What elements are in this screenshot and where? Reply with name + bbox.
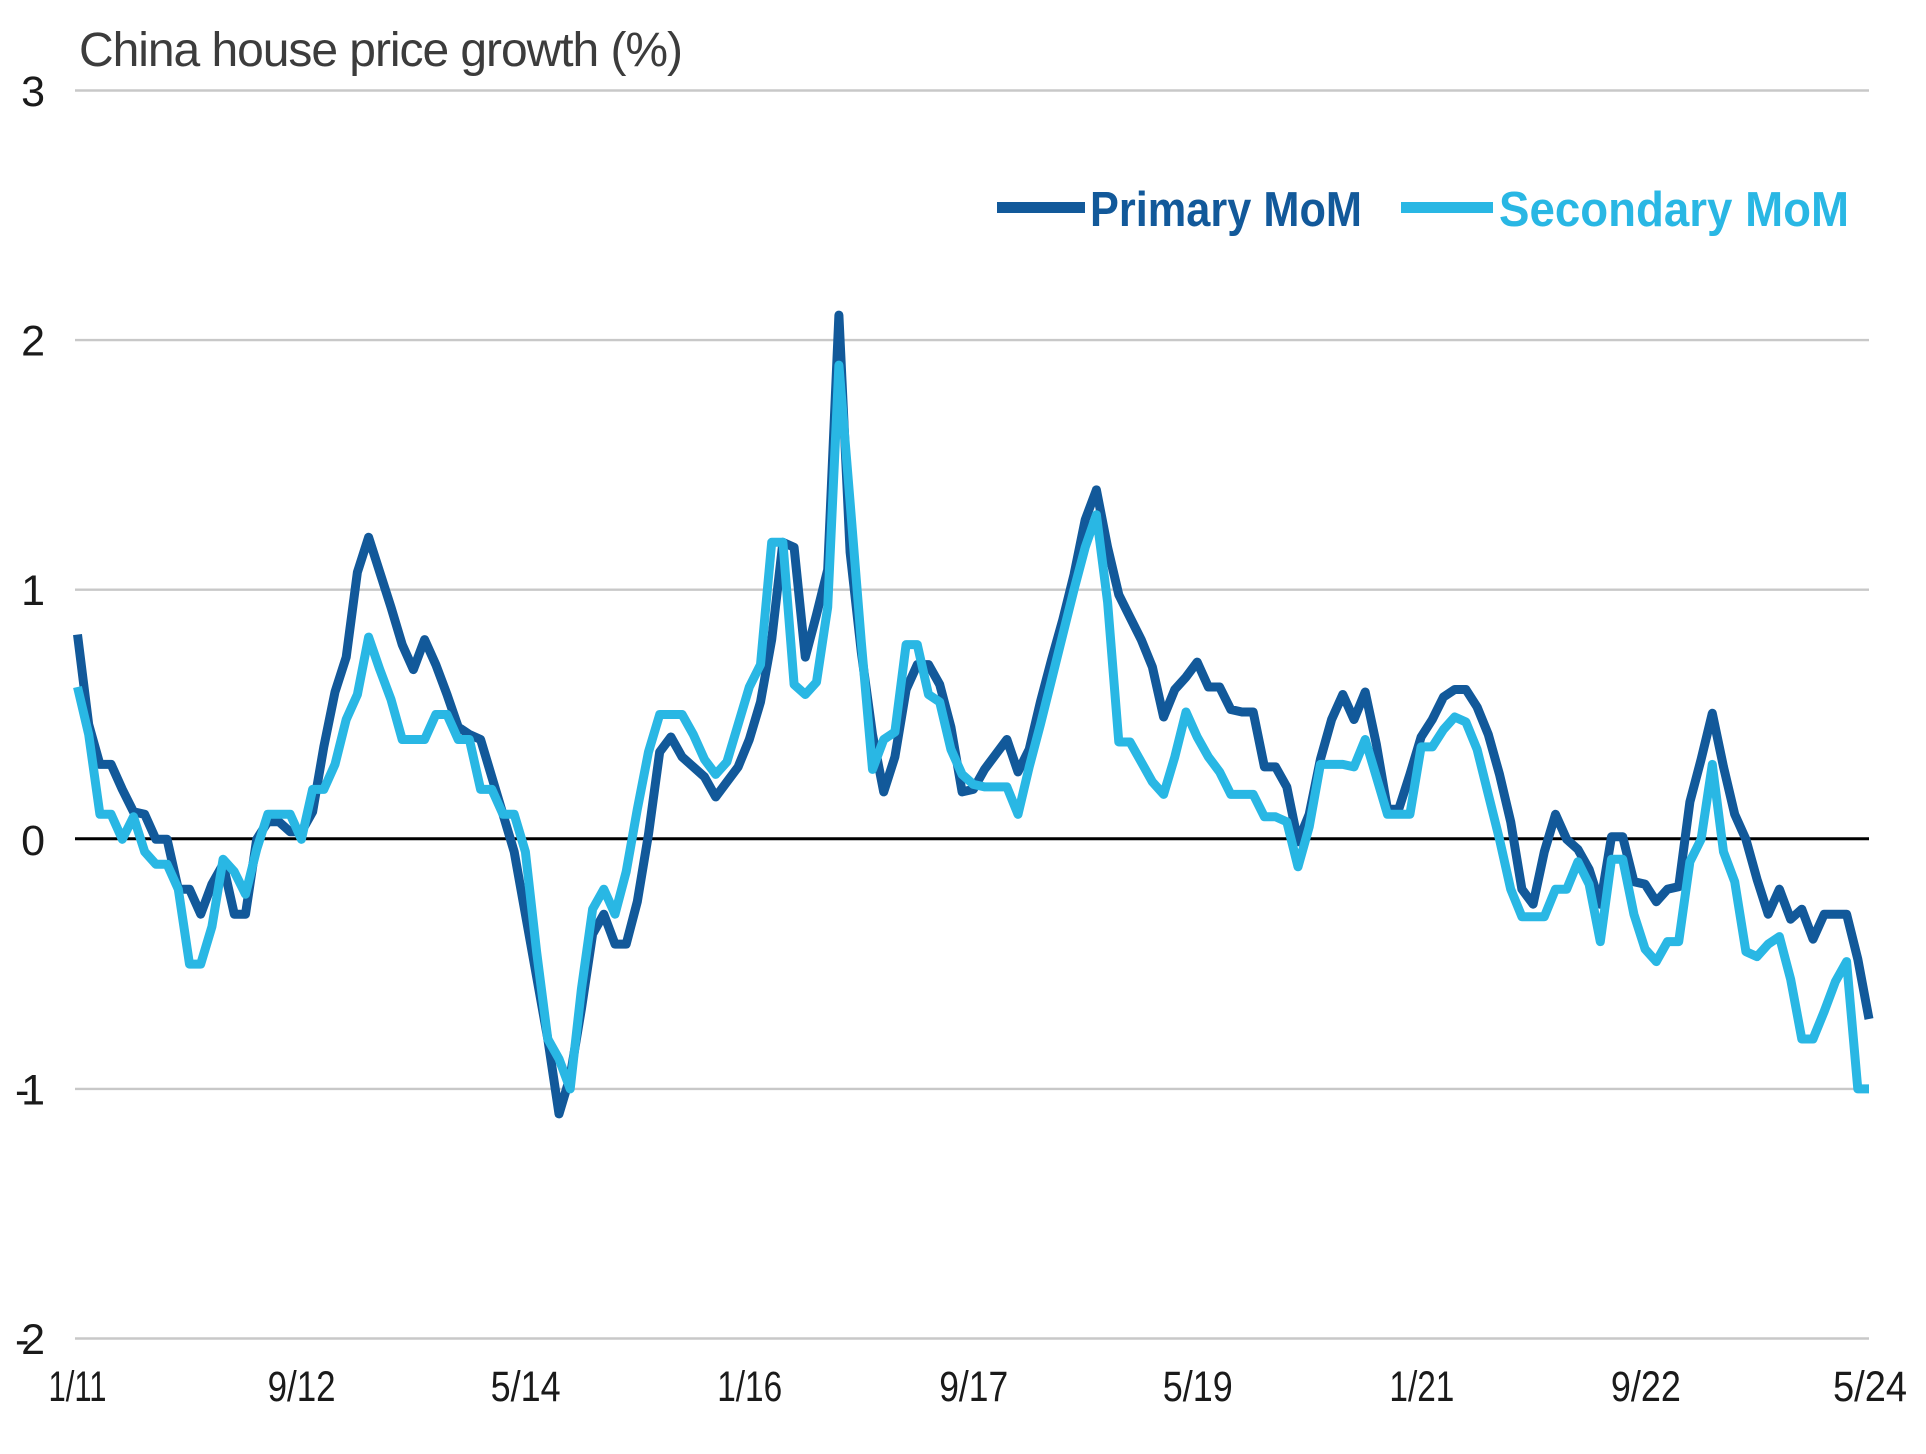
svg-text:1: 1 [21,567,45,615]
svg-text:9/22: 9/22 [1611,1363,1681,1411]
svg-text:1/11: 1/11 [49,1363,107,1411]
svg-text:9/17: 9/17 [939,1363,1008,1411]
svg-text:1/16: 1/16 [717,1363,782,1411]
svg-text:0: 0 [21,817,45,865]
svg-text:9/12: 9/12 [268,1363,336,1411]
svg-text:Secondary MoM: Secondary MoM [1499,183,1849,237]
svg-text:3: 3 [21,68,45,116]
svg-text:5/19: 5/19 [1163,1363,1233,1411]
svg-text:5/24: 5/24 [1833,1363,1907,1411]
svg-text:-1: -1 [15,1066,45,1114]
svg-text:5/14: 5/14 [491,1363,561,1411]
svg-text:1/21: 1/21 [1389,1363,1454,1411]
svg-text:2: 2 [21,318,45,366]
svg-text:-2: -2 [15,1316,45,1364]
svg-text:Primary MoM: Primary MoM [1090,183,1362,237]
svg-text:China house price growth (%): China house price growth (%) [79,24,683,77]
